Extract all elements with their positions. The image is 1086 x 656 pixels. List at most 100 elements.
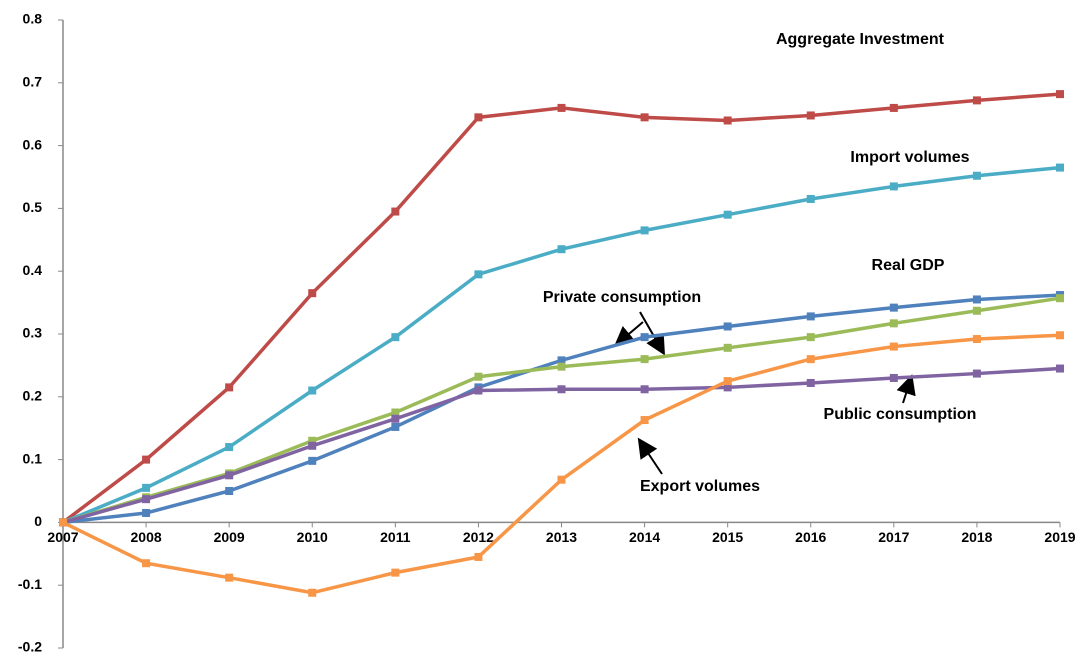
point-marker: [972, 96, 981, 105]
point-marker: [225, 471, 234, 480]
x-tick-label: 2017: [878, 529, 909, 545]
x-tick-label: 2012: [463, 529, 494, 545]
point-marker: [557, 475, 566, 484]
x-tick-label: 2010: [297, 529, 328, 545]
point-marker: [972, 369, 981, 378]
point-marker: [474, 372, 483, 381]
x-tick-label: 2016: [795, 529, 826, 545]
x-tick-label: 2008: [131, 529, 162, 545]
y-tick-label: 0.7: [23, 74, 43, 90]
point-marker: [723, 210, 732, 219]
point-marker: [308, 436, 317, 445]
point-marker: [972, 171, 981, 180]
annotation-arrows: [613, 311, 916, 475]
series-label: Export volumes: [640, 478, 760, 495]
point-marker: [225, 443, 234, 452]
point-marker: [557, 356, 566, 365]
point-marker: [889, 103, 898, 112]
point-marker: [806, 194, 815, 203]
series-line: [62, 333, 1061, 595]
point-marker: [308, 588, 317, 597]
point-marker: [557, 385, 566, 394]
y-tick-label: 0.8: [23, 11, 43, 27]
arrow: [637, 437, 663, 475]
point-marker: [142, 483, 151, 492]
series-label: Private consumption: [543, 289, 701, 306]
series-label: Real GDP: [872, 257, 945, 274]
point-marker: [142, 455, 151, 464]
point-marker: [391, 207, 400, 216]
point-marker: [474, 113, 483, 122]
y-tick-label: 0.2: [23, 388, 43, 404]
point-marker: [59, 518, 67, 527]
point-marker: [225, 383, 234, 392]
point-marker: [640, 385, 649, 394]
point-marker: [391, 414, 400, 423]
point-marker: [557, 103, 566, 112]
point-marker: [972, 306, 981, 315]
point-marker: [889, 342, 898, 351]
point-marker: [806, 378, 815, 387]
series-label: Aggregate Investment: [776, 31, 945, 48]
point-marker: [308, 441, 317, 450]
point-marker: [806, 111, 815, 120]
point-marker: [806, 333, 815, 342]
point-marker: [723, 383, 732, 392]
y-tick-label: 0.4: [23, 262, 43, 278]
point-marker: [557, 245, 566, 254]
point-marker: [308, 456, 317, 465]
point-marker: [889, 303, 898, 312]
point-marker: [391, 408, 400, 417]
point-marker: [308, 289, 317, 298]
point-marker: [142, 495, 151, 504]
point-marker: [308, 386, 317, 395]
point-marker: [474, 552, 483, 561]
point-marker: [391, 568, 400, 577]
point-marker: [972, 295, 981, 304]
point-marker: [723, 116, 732, 125]
arrow: [613, 321, 644, 347]
x-tick-label: 2015: [712, 529, 743, 545]
point-marker: [889, 373, 898, 382]
y-tick-label: 0.3: [23, 325, 43, 341]
point-marker: [225, 573, 234, 582]
point-marker: [391, 422, 400, 431]
x-tick-label: 2011: [380, 529, 411, 545]
point-marker: [1056, 331, 1064, 340]
series-label: Public consumption: [824, 406, 977, 423]
point-marker: [972, 335, 981, 344]
x-tick-label: 2014: [629, 529, 660, 545]
point-marker: [1056, 163, 1064, 172]
y-tick-label: -0.1: [18, 576, 42, 592]
point-marker: [640, 113, 649, 122]
point-marker: [391, 333, 400, 342]
point-marker: [889, 182, 898, 191]
point-marker: [640, 226, 649, 235]
x-tick-label: 2019: [1044, 529, 1075, 545]
x-tick-label: 2013: [546, 529, 577, 545]
point-marker: [806, 312, 815, 321]
y-tick-label: 0.1: [23, 450, 43, 466]
point-marker: [474, 270, 483, 279]
x-tick-label: 2009: [214, 529, 245, 545]
point-marker: [640, 355, 649, 364]
point-marker: [142, 559, 151, 568]
series-label: Import volumes: [850, 149, 969, 166]
point-marker: [806, 355, 815, 364]
point-marker: [1056, 364, 1064, 373]
y-tick-label: 0: [34, 513, 42, 529]
point-marker: [723, 343, 732, 352]
point-marker: [889, 319, 898, 328]
point-marker: [557, 362, 566, 371]
point-marker: [142, 508, 151, 517]
x-tick-label: 2007: [47, 529, 78, 545]
arrow: [639, 311, 665, 356]
arrow: [896, 374, 916, 404]
y-tick-label: -0.2: [18, 639, 42, 655]
point-marker: [723, 322, 732, 331]
point-marker: [723, 377, 732, 386]
point-marker: [225, 487, 234, 495]
y-tick-label: 0.6: [23, 136, 43, 152]
point-marker: [640, 333, 649, 342]
